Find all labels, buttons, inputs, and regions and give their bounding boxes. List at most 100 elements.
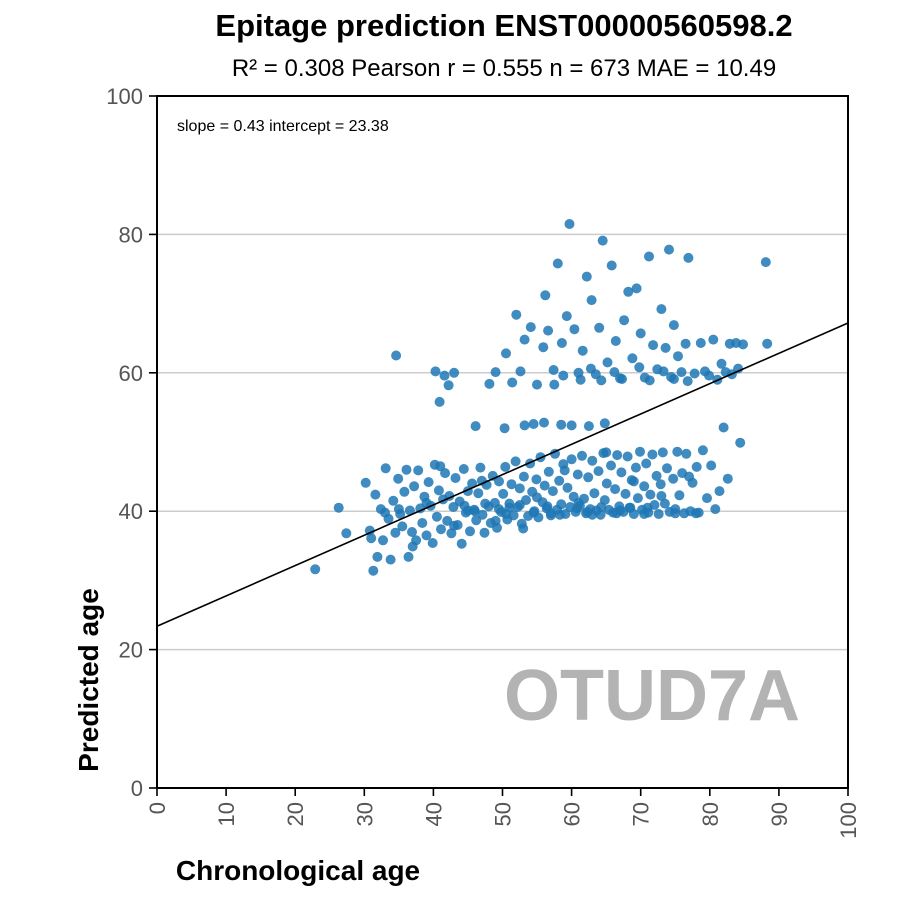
data-point: [501, 509, 511, 519]
x-tick-label: 0: [145, 802, 170, 814]
data-point: [672, 446, 683, 457]
data-point: [404, 505, 415, 516]
data-point: [368, 565, 379, 576]
data-point: [538, 342, 549, 353]
x-tick-label: 30: [352, 802, 377, 826]
data-point: [435, 461, 446, 472]
data-point: [436, 524, 446, 535]
data-point: [611, 508, 622, 519]
data-point: [595, 509, 606, 520]
data-point: [714, 486, 725, 497]
data-point: [532, 379, 542, 390]
data-point: [518, 523, 529, 534]
data-point: [656, 491, 667, 501]
data-point: [676, 367, 687, 378]
data-point: [549, 379, 560, 390]
data-point: [542, 501, 553, 512]
data-point: [682, 376, 693, 387]
data-point: [449, 367, 460, 378]
chart-title: Epitage prediction ENST00000560598.2: [215, 8, 792, 43]
data-point: [528, 507, 539, 518]
fit-annotation: slope = 0.43 intercept = 23.38: [177, 118, 389, 135]
data-point: [708, 334, 719, 345]
data-point: [645, 489, 656, 500]
data-point: [735, 437, 746, 448]
data-point: [738, 339, 748, 350]
y-tick-label: 80: [119, 222, 143, 247]
data-point: [634, 362, 645, 373]
data-point: [407, 527, 417, 537]
data-point: [403, 551, 414, 562]
data-point: [543, 466, 554, 477]
data-point: [575, 374, 586, 385]
data-point: [539, 417, 549, 428]
data-point: [433, 485, 444, 496]
data-point: [514, 483, 525, 494]
x-axis-label: Chronological age: [176, 855, 420, 886]
data-point: [668, 473, 679, 484]
fit-line: [156, 322, 849, 627]
data-point: [500, 461, 511, 472]
data-point: [446, 528, 457, 539]
data-point: [310, 564, 321, 575]
data-point: [670, 508, 681, 519]
data-point: [606, 260, 617, 271]
data-point: [691, 508, 701, 519]
data-point: [556, 419, 567, 430]
data-point: [620, 488, 631, 499]
data-point: [651, 470, 662, 481]
data-point: [610, 484, 621, 495]
data-point: [484, 378, 495, 389]
data-point: [431, 511, 442, 522]
data-point: [372, 551, 383, 562]
data-point: [656, 304, 667, 315]
data-point: [360, 477, 371, 488]
data-point: [388, 495, 399, 506]
data-point: [593, 466, 604, 477]
data-point: [664, 244, 674, 255]
data-point: [627, 353, 638, 364]
y-tick-label: 60: [119, 361, 143, 386]
data-point: [531, 474, 542, 485]
data-point: [612, 450, 623, 461]
x-tick-label: 60: [560, 802, 585, 826]
data-point: [566, 420, 577, 431]
data-point: [697, 445, 708, 456]
data-point: [572, 503, 583, 514]
data-point: [657, 447, 668, 458]
data-point: [673, 351, 683, 362]
data-point: [628, 476, 639, 487]
data-point: [660, 342, 671, 353]
data-point: [683, 252, 694, 263]
data-point: [552, 258, 563, 269]
data-point: [506, 479, 517, 490]
data-point: [601, 447, 612, 458]
data-point: [572, 469, 583, 480]
x-tick-label: 70: [629, 802, 654, 826]
data-point: [635, 328, 646, 339]
gene-watermark: OTUD7A: [504, 656, 800, 736]
data-point: [558, 370, 569, 381]
data-point: [475, 462, 486, 473]
data-point: [706, 460, 717, 471]
data-point: [718, 422, 729, 433]
data-point: [510, 456, 521, 467]
data-point: [762, 338, 773, 349]
data-point: [648, 340, 659, 351]
data-point: [587, 455, 598, 466]
data-point: [370, 489, 381, 500]
data-point: [596, 375, 607, 386]
data-point: [684, 471, 695, 482]
data-point: [644, 251, 654, 262]
data-point: [380, 507, 390, 518]
data-point: [528, 419, 539, 429]
data-point: [470, 421, 481, 432]
data-point: [539, 480, 550, 491]
data-point: [380, 463, 391, 474]
data-point: [494, 476, 504, 487]
y-axis-label: Predicted age: [73, 588, 104, 772]
data-point: [554, 509, 565, 520]
data-point: [610, 336, 621, 346]
data-point: [716, 358, 727, 369]
data-point: [490, 515, 501, 526]
